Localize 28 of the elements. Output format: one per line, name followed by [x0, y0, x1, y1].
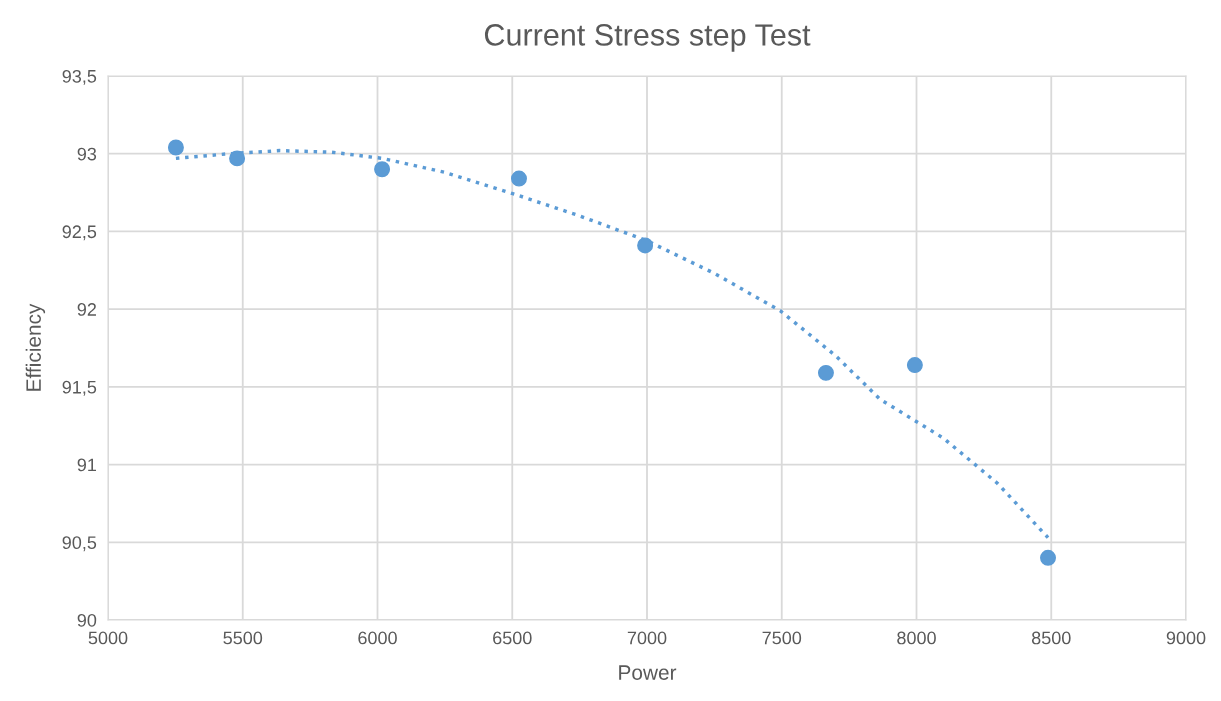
y-tick-label: 91,5	[62, 380, 97, 396]
point	[817, 364, 834, 381]
x-tick-label: 6000	[358, 631, 397, 645]
x-tick-label: 5500	[223, 631, 263, 645]
point	[637, 237, 654, 254]
x-tick-label: 9000	[1166, 631, 1206, 645]
point	[229, 150, 246, 167]
y-tick-label: 93	[77, 147, 97, 161]
y-tick-label: 92	[77, 303, 96, 316]
y-tick-label: 93,5	[62, 69, 97, 85]
y-axis-title: Efficiency	[25, 303, 46, 391]
x-tick-label: 7000	[627, 631, 667, 645]
point	[906, 357, 923, 374]
x-tick-label: 5000	[88, 631, 128, 645]
y-tick-label: 92,5	[62, 225, 97, 241]
point	[511, 170, 527, 187]
point	[1040, 549, 1056, 566]
x-tick-label: 7500	[762, 631, 802, 645]
point	[167, 139, 184, 156]
y-tick-label: 91	[77, 458, 97, 472]
x-axis-title: Power	[619, 665, 677, 680]
y-tick-label: 90,5	[62, 536, 97, 552]
point	[374, 161, 391, 178]
x-tick-label: 8500	[1031, 631, 1071, 645]
x-tick-label: 6500	[493, 631, 532, 645]
x-tick-label: 8000	[897, 631, 936, 645]
chart-title: Current Stress step Test	[484, 24, 811, 52]
y-tick-label: 90	[77, 613, 97, 627]
